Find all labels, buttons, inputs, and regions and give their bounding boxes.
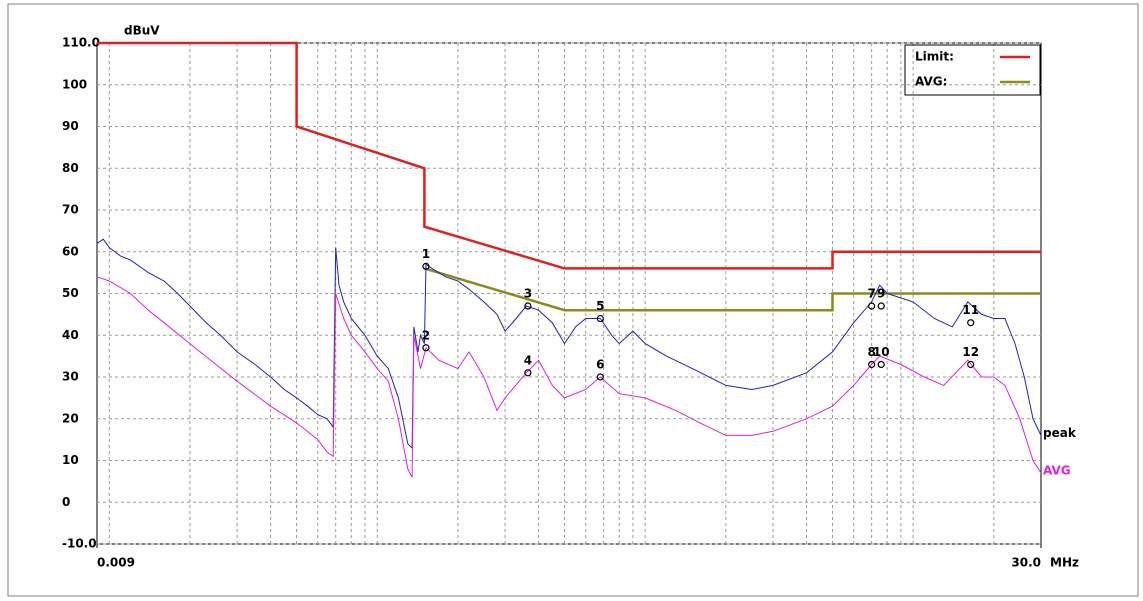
y-tick-label: 0 bbox=[62, 495, 70, 509]
x-tick-label: 30.0 bbox=[1011, 556, 1041, 570]
legend-label: Limit: bbox=[915, 50, 954, 64]
marker bbox=[422, 262, 430, 270]
marker-label: 2 bbox=[422, 328, 430, 342]
x-tick-label: 0.009 bbox=[97, 556, 135, 570]
marker bbox=[967, 319, 975, 327]
y-tick-label: 70 bbox=[62, 203, 79, 217]
series-line bbox=[424, 267, 1041, 312]
series-end-label: AVG bbox=[1043, 464, 1071, 478]
marker-label: 1 bbox=[422, 247, 430, 261]
marker bbox=[877, 360, 885, 369]
series-line bbox=[96, 276, 1042, 478]
marker-label: 5 bbox=[596, 299, 604, 313]
series-end-label: peak bbox=[1043, 426, 1077, 440]
y-tick-label: 110.0 bbox=[62, 36, 100, 50]
y-tick-label: 20 bbox=[62, 411, 79, 425]
x-axis-label: MHz bbox=[1050, 556, 1079, 570]
marker bbox=[596, 314, 604, 323]
y-tick-label: 100 bbox=[62, 77, 87, 91]
y-tick-label: 80 bbox=[62, 161, 79, 175]
y-tick-label: -10.0 bbox=[62, 537, 97, 551]
series-line bbox=[97, 41, 1041, 270]
marker bbox=[524, 369, 532, 377]
series-line bbox=[96, 238, 1042, 450]
y-axis-label: dBuV bbox=[124, 24, 160, 38]
legend-box bbox=[904, 44, 1041, 96]
marker-label: 7 bbox=[867, 287, 875, 301]
marker bbox=[967, 360, 975, 369]
marker-label: 8 bbox=[867, 345, 875, 359]
legend-label: AVG: bbox=[915, 75, 947, 89]
marker bbox=[524, 302, 532, 310]
marker bbox=[596, 373, 604, 381]
y-tick-label: 90 bbox=[62, 119, 79, 133]
marker-label: 4 bbox=[524, 353, 532, 367]
marker bbox=[868, 360, 876, 369]
marker bbox=[877, 302, 885, 310]
marker-label: 10 bbox=[873, 345, 890, 359]
marker bbox=[422, 344, 430, 352]
y-tick-label: 10 bbox=[62, 453, 79, 467]
y-tick-label: 50 bbox=[62, 286, 79, 300]
marker bbox=[868, 302, 876, 310]
y-tick-label: 60 bbox=[62, 244, 79, 258]
marker-label: 6 bbox=[596, 358, 604, 372]
y-tick-label: 30 bbox=[62, 370, 79, 384]
marker-label: 9 bbox=[877, 287, 885, 301]
marker-label: 3 bbox=[524, 287, 532, 301]
y-tick-label: 40 bbox=[62, 328, 79, 342]
marker-label: 11 bbox=[962, 303, 979, 317]
marker-label: 12 bbox=[962, 345, 979, 359]
